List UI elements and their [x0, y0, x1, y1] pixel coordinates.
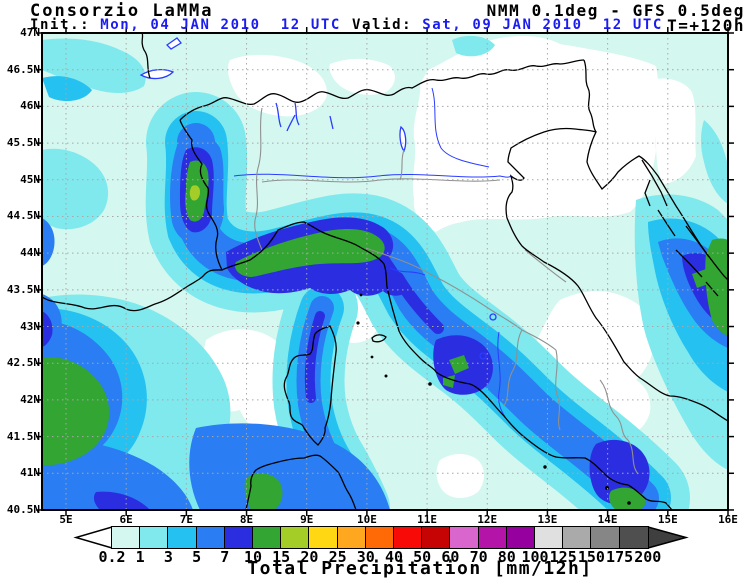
legend-tick-value: 3 — [163, 548, 173, 566]
corsica-core — [304, 311, 325, 403]
legend-tick-value: 20 — [300, 548, 319, 566]
legend-tick-value: 100 — [521, 548, 549, 566]
lon-label: 14E — [597, 513, 618, 526]
legend-swatch — [505, 526, 536, 549]
valid-label: Valid: — [352, 17, 413, 33]
lon-label: 16E — [718, 513, 738, 526]
legend-tick-value: 10 — [243, 548, 263, 566]
init-label: Init.: — [30, 17, 91, 33]
lon-label: 7E — [179, 513, 193, 526]
lon-label: 8E — [239, 513, 254, 526]
lon-label: 11E — [417, 513, 438, 526]
legend-tick-value: 125 — [549, 548, 577, 566]
legend-tick-value: 200 — [634, 548, 662, 566]
legend-tick-value: 70 — [469, 548, 488, 566]
lat-label: 45.5N — [6, 136, 40, 150]
legend-tick-value: 150 — [577, 548, 605, 566]
legend-tick-value: 60 — [441, 548, 460, 566]
lon-label: 9E — [300, 513, 314, 526]
lat-label: 43.5N — [6, 282, 40, 296]
legend-swatch — [223, 526, 254, 549]
valid-row: Valid: Sat, 09 JAN 2010 12 UTC — [352, 17, 663, 33]
legend-tick-value: 25 — [328, 548, 347, 566]
legend-tick-value: 0.2 — [98, 548, 126, 566]
init-row: Init.: Mon, 04 JAN 2010 12 UTC — [30, 17, 341, 33]
legend-right-arrow — [647, 526, 689, 549]
lat-label: 40.5N — [6, 502, 40, 516]
legend-tick-value: 7 — [220, 548, 230, 566]
legend-swatch — [110, 526, 142, 549]
legend-swatch — [167, 526, 198, 549]
band-15-20 — [189, 185, 200, 201]
legend-tick-value: 175 — [606, 548, 634, 566]
model-title: NMM 0.1deg - GFS 0.5deg — [486, 1, 745, 20]
legend-swatch — [336, 526, 367, 549]
lat-label: 47N — [20, 26, 40, 39]
axis-ticks — [36, 27, 734, 516]
rivers — [233, 87, 512, 418]
lat-label: 42.5N — [6, 356, 40, 370]
legend-tick-value: 80 — [497, 548, 516, 566]
legend-tick-value: 40 — [384, 548, 404, 566]
legend-tick-value: 1 — [135, 548, 145, 566]
lat-label: 46.5N — [6, 62, 40, 76]
legend-tick-value: 50 — [413, 548, 432, 566]
lon-label: 15E — [657, 513, 678, 526]
lon-label: 10E — [356, 513, 377, 526]
region-borders — [254, 107, 639, 475]
lat-label: 46N — [20, 99, 40, 113]
precipitation-field — [42, 33, 728, 510]
lon-label: 13E — [537, 513, 558, 526]
legend-swatch — [139, 526, 170, 549]
legend-swatch — [308, 526, 339, 549]
lon-label: 6E — [119, 513, 133, 526]
lat-label: 42N — [20, 392, 40, 406]
lead-time: T=+120h — [667, 16, 745, 35]
lat-label: 41N — [20, 466, 40, 480]
legend-swatch — [251, 526, 283, 549]
legend-swatch — [618, 526, 649, 549]
brand-title: Consorzio LaMMa — [30, 1, 214, 21]
legend-swatch — [280, 526, 311, 549]
legend-swatch — [195, 526, 226, 549]
legend-swatch — [449, 526, 480, 549]
legend-swatch — [533, 526, 565, 549]
legend-swatch — [364, 526, 395, 549]
lat-label: 45N — [20, 172, 40, 186]
lat-label: 44.5N — [6, 209, 40, 223]
legend-swatch — [392, 526, 424, 549]
map-frame — [41, 32, 729, 511]
init-value: Mon, 04 JAN 2010 12 UTC — [90, 17, 341, 33]
legend-swatch — [562, 526, 593, 549]
legend-tick-value: 15 — [272, 548, 291, 566]
legend-title: Total Precipitation [mm/12h] — [247, 558, 593, 579]
legend-tick-value: 30 — [356, 548, 375, 566]
small-islands — [356, 293, 631, 505]
lat-label: 41.5N — [6, 429, 40, 443]
lat-label: 44N — [20, 246, 40, 260]
legend-tick-value: 5 — [192, 548, 202, 566]
legend-swatch — [421, 526, 452, 549]
coastlines — [42, 33, 728, 510]
valid-value: Sat, 09 JAN 2010 12 UTC — [412, 17, 663, 33]
legend-swatch — [477, 526, 508, 549]
lon-label: 5E — [59, 513, 73, 526]
legend-left-arrow — [73, 526, 113, 549]
legend-swatch — [590, 526, 621, 549]
coast-sliver — [392, 272, 444, 334]
lat-label: 43N — [20, 319, 40, 333]
lon-label: 12E — [477, 513, 498, 526]
